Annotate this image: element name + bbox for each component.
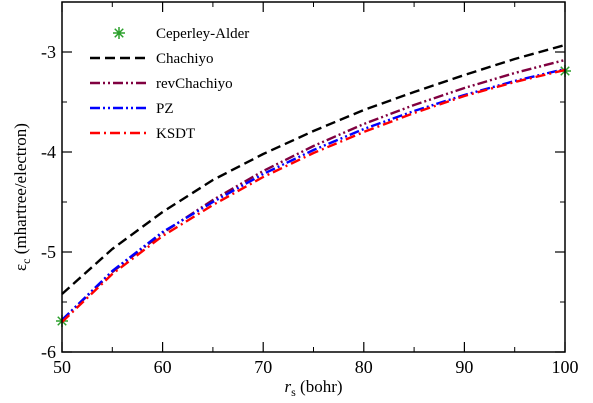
legend-marker-ceperley-alder xyxy=(113,27,125,39)
plot-area xyxy=(56,43,571,327)
x-axis-label: rs (bohr) xyxy=(284,377,342,399)
legend-label-pz: PZ xyxy=(156,101,174,117)
x-tick-label: 70 xyxy=(254,357,272,377)
y-axis-unit: (mhartree/electron) xyxy=(11,123,30,258)
y-tick-label: -3 xyxy=(41,42,56,62)
pz-line xyxy=(61,67,566,321)
plot-frame xyxy=(61,1,566,353)
x-axis-subscript: s xyxy=(291,385,296,399)
axes: 50 60 70 80 90 100 -6 -5 -4 -3 xyxy=(41,1,579,377)
x-axis-unit: (bohr) xyxy=(296,377,343,396)
chachiyo-line xyxy=(61,43,566,295)
legend-label-revchachiyo: revChachiyo xyxy=(156,76,233,92)
y-tick-label: -6 xyxy=(41,342,56,362)
x-axis-symbol: r xyxy=(284,377,291,396)
legend-label-ceperley-alder: Ceperley-Alder xyxy=(156,26,249,42)
y-axis-symbol: ε xyxy=(11,264,30,271)
revchachiyo-line xyxy=(61,58,566,321)
y-tick-label: -5 xyxy=(41,242,56,262)
x-tick-label: 100 xyxy=(552,357,579,377)
y-axis-subscript: c xyxy=(19,258,33,263)
y-axis-label: εc (mhartree/electron) xyxy=(11,123,33,271)
ksdt-line xyxy=(61,68,566,323)
legend-label-chachiyo: Chachiyo xyxy=(156,51,214,67)
axis-labels: rs (bohr) εc (mhartree/electron) xyxy=(11,123,343,399)
x-tick-label: 50 xyxy=(53,357,71,377)
legend: Ceperley-Alder Chachiyo revChachiyo PZ KSDT xyxy=(90,26,249,142)
x-tick-label: 90 xyxy=(455,357,473,377)
legend-label-ksdt: KSDT xyxy=(156,126,195,142)
x-tick-label: 60 xyxy=(154,357,172,377)
x-tick-label: 80 xyxy=(355,357,373,377)
y-tick-label: -4 xyxy=(41,142,56,162)
